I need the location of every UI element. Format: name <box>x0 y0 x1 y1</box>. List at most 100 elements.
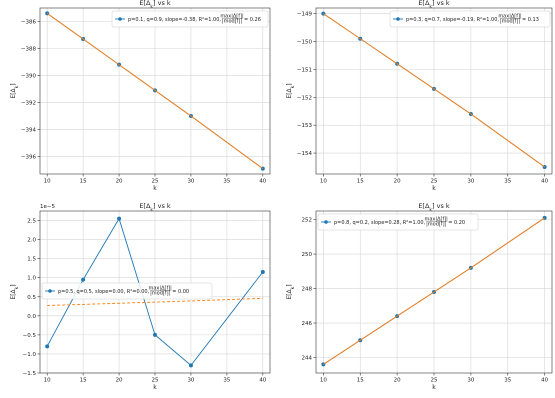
x-tick-label: 25 <box>152 378 159 384</box>
x-tick-label: 25 <box>431 179 438 185</box>
legend-fraction-value: = 0.26 <box>244 17 261 23</box>
y-tick-label: 1.5 <box>27 257 36 263</box>
x-axis-label: k <box>153 185 157 192</box>
x-tick-label: 35 <box>223 179 230 185</box>
y-tick-label: −392 <box>21 100 36 106</box>
y-tick-label: −154 <box>297 151 313 157</box>
legend-fraction-denominator: |mod[f]| <box>426 222 446 228</box>
chart-title: E[Δk] vs k <box>418 0 450 10</box>
legend-fraction-numerator: max|Δ[f]| <box>220 14 244 20</box>
x-tick-label: 20 <box>394 179 401 185</box>
y-tick-label: −0.5 <box>23 333 37 339</box>
legend-box <box>317 213 479 231</box>
fit-line <box>323 13 545 168</box>
legend: p=0.8, q=0.2, slope=0.28, R²=1.00, max|Δ… <box>317 213 479 231</box>
chart-title: E[Δk] vs k <box>139 202 171 213</box>
y-axis-label: E[Δk] <box>10 284 20 299</box>
y-tick-label: −150 <box>297 39 313 45</box>
y-tick-label: 252 <box>302 218 313 224</box>
x-tick-label: 30 <box>187 378 194 384</box>
x-tick-label: 20 <box>394 378 401 384</box>
legend-marker <box>396 17 400 21</box>
legend: p=0.5, q=0.5, slope=0.00, R²=0.00, max|Δ… <box>41 282 213 300</box>
legend-fraction-denominator: |mod[f]| <box>500 19 520 25</box>
data-point <box>81 277 86 282</box>
y-tick-label: −153 <box>297 123 313 129</box>
legend-fraction-denominator: |mod[f]| <box>222 19 242 25</box>
x-tick-label: 10 <box>44 179 51 185</box>
legend-text: p=0.8, q=0.2, slope=0.28, R²=1.00, <box>334 220 426 226</box>
data-point <box>188 363 193 368</box>
x-tick-label: 35 <box>504 179 511 185</box>
data-point <box>45 344 50 349</box>
x-tick-label: 15 <box>357 179 364 185</box>
x-tick-label: 20 <box>116 179 123 185</box>
data-point <box>260 269 265 274</box>
chart-title: E[Δk] vs k <box>418 202 450 213</box>
y-tick-label: −151 <box>297 67 312 73</box>
y-tick-label: 0.5 <box>27 295 36 301</box>
subplot-2: 10 15 20 25 30 35 40 −149 −150 −151 −152 −153 −154 k E… <box>286 0 553 192</box>
legend-box <box>41 282 213 300</box>
x-tick-label: 40 <box>541 378 548 384</box>
x-tick-label: 20 <box>116 378 123 384</box>
y-tick-label: 0.0 <box>27 314 36 320</box>
y-tick-label: −394 <box>21 127 37 133</box>
x-tick-label: 30 <box>467 378 474 384</box>
x-tick-label: 15 <box>80 179 87 185</box>
legend-fraction-value: = 0.13 <box>522 17 539 23</box>
x-tick-label: 35 <box>504 378 511 384</box>
x-axis-label: k <box>153 384 157 391</box>
x-tick-label: 25 <box>152 179 159 185</box>
legend-fraction-numerator: max|Δ[f]| <box>149 286 173 292</box>
fit-line <box>46 13 264 169</box>
y-tick-label: 1.0 <box>27 276 36 282</box>
legend-marker <box>118 17 122 21</box>
legend-text: p=0.5, q=0.5, slope=0.00, R²=0.00, <box>58 289 150 295</box>
y-tick-label: −152 <box>297 95 312 101</box>
y-tick-label: −388 <box>21 46 37 52</box>
y-tick-label: −396 <box>21 154 37 160</box>
legend-fraction-value: = 0.00 <box>172 289 189 295</box>
legend-fraction-numerator: max|Δ[f]| <box>498 14 522 20</box>
y-tick-label: 244 <box>302 355 313 361</box>
y-tick-label: −390 <box>21 73 37 79</box>
data-point <box>153 332 157 337</box>
legend-marker <box>48 289 52 293</box>
legend-fraction-numerator: max|Δ[f]| <box>425 217 449 223</box>
x-axis-label: k <box>432 185 436 192</box>
y-tick-label: −149 <box>297 12 313 18</box>
y-tick-label: −386 <box>21 19 37 25</box>
legend-fraction-denominator: |mod[f]| <box>150 291 170 297</box>
x-tick-label: 10 <box>44 378 51 384</box>
y-tick-label: −1.5 <box>23 371 37 377</box>
x-tick-label: 15 <box>357 378 364 384</box>
x-tick-label: 10 <box>320 378 327 384</box>
data-point <box>117 216 122 221</box>
legend-text: p=0.1, q=0.9, slope=-0.38, R²=1.00, <box>128 17 221 23</box>
x-axis-label: k <box>432 384 436 391</box>
y-exponent-label: 1e−5 <box>40 204 55 210</box>
x-tick-label: 40 <box>541 179 548 185</box>
subplot-1: 10 15 20 25 30 35 40 −386 −388 −390 −392 −394 −396 k E… <box>10 0 271 192</box>
legend-marker <box>324 220 328 224</box>
y-tick-label: 248 <box>302 287 313 293</box>
x-tick-label: 15 <box>80 378 87 384</box>
chart-title: E[Δk] vs k <box>139 0 171 10</box>
fit-line <box>47 297 263 306</box>
y-axis-label: E[Δk] <box>286 83 296 98</box>
x-tick-label: 25 <box>431 378 438 384</box>
legend-text: p=0.3, q=0.7, slope=-0.19, R²=1.00, <box>406 17 499 23</box>
legend-fraction-value: = 0.20 <box>448 220 465 226</box>
subplot-4: 10 15 20 25 30 35 40 244 246 248 250 252 k E[Δk] E[Δk]… <box>286 202 553 391</box>
legend-box <box>111 10 269 28</box>
x-tick-label: 10 <box>320 179 327 185</box>
x-tick-label: 40 <box>259 179 266 185</box>
y-tick-label: 246 <box>302 321 313 327</box>
x-tick-label: 35 <box>223 378 230 384</box>
fit-line <box>323 217 545 365</box>
legend: p=0.1, q=0.9, slope=-0.38, R²=1.00, max|… <box>111 10 269 28</box>
y-tick-label: 250 <box>302 252 313 258</box>
subplot-3: 10 15 20 25 30 35 40 −1.5 −1.0 −0.5 0.0 0.5 1.0 1.5 2.… <box>10 202 271 391</box>
